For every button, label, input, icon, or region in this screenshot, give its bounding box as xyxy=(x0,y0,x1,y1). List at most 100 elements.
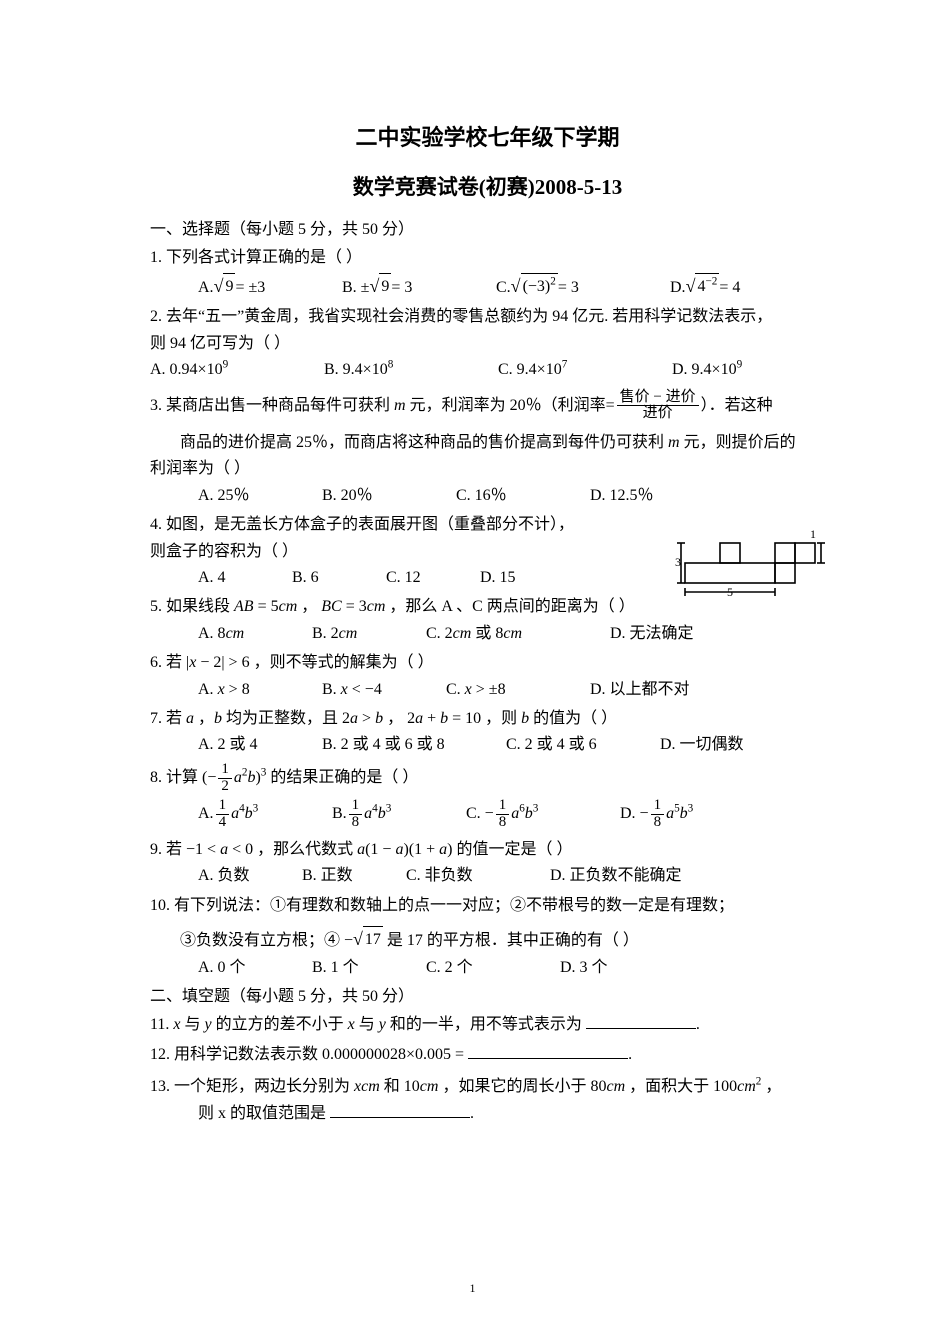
var-m: m xyxy=(394,397,406,414)
radicand: 9 xyxy=(379,273,391,300)
exam-page: 二中实验学校七年级下学期 数学竞赛试卷(初赛)2008-5-13 一、选择题（每… xyxy=(0,0,945,1337)
denominator: 4 xyxy=(216,815,230,831)
q2-options: A. 0.94×109 B. 9.4×108 C. 9.4×107 D. 9.4… xyxy=(150,357,825,383)
q10-opt-a: A. 0 个 xyxy=(198,955,308,981)
q9-options: A. 负数 B. 正数 C. 非负数 D. 正负数不能确定 xyxy=(150,863,825,889)
text: D. xyxy=(670,275,686,301)
text: ， xyxy=(297,598,321,615)
radicand: (−3)2 xyxy=(521,273,558,300)
q6-opt-c: C. x > ±8 xyxy=(446,677,586,703)
question-2: 2. 去年“五一”黄金周，我省实现社会消费的零售总额约为 94 亿元. 若用科学… xyxy=(150,304,825,383)
q10-opt-c: C. 2 个 xyxy=(426,955,556,981)
numerator: 1 xyxy=(496,798,510,815)
numerator: 1 xyxy=(349,798,363,815)
text: = 3 xyxy=(342,598,367,615)
text: ③负数没有立方根；④ − xyxy=(180,932,353,949)
page-title-1: 二中实验学校七年级下学期 xyxy=(150,120,825,156)
net-diagram-icon: 5 3 1 xyxy=(675,518,825,598)
numerator: 售价 − 进价 xyxy=(617,390,699,407)
q8-options: A. 14a4b3 B. 18a4b3 C. −18a6b3 D. −18a5b… xyxy=(150,798,825,831)
question-5: 5. 如果线段 AB = 5cm ， BC = 3cm ，那么 A 、C 两点间… xyxy=(150,594,825,647)
q6-options: A. x > 8 B. x < −4 C. x > ±8 D. 以上都不对 xyxy=(150,677,825,703)
radicand: 4−2 xyxy=(695,273,719,300)
q1-opt-c: C. (−3)2 = 3 xyxy=(496,272,666,302)
q8-opt-d: D. −18a5b3 xyxy=(620,798,693,831)
page-number: 1 xyxy=(470,1279,476,1299)
q13-line2: 则 x 的取值范围是 . xyxy=(150,1101,825,1127)
text: b xyxy=(525,801,533,827)
q2-line1: 2. 去年“五一”黄金周，我省实现社会消费的零售总额约为 94 亿元. 若用科学… xyxy=(150,304,825,330)
q3-opt-c: C. 16％ xyxy=(456,483,586,509)
text: A. xyxy=(198,275,214,301)
text: 商品的进价提高 25％，而商店将这种商品的售价提高到每件仍可获利 xyxy=(180,434,668,451)
q3-opt-d: D. 12.5％ xyxy=(590,483,654,509)
text: 11. x 与 y 的立方的差不小于 x 与 y 和的一半，用不等式表示为 xyxy=(150,1016,586,1033)
var-m: m xyxy=(668,434,680,451)
q4-opt-d: D. 15 xyxy=(480,565,516,591)
text: 元，利润率为 20％（利润率= xyxy=(406,397,615,414)
text: ）．若这种 xyxy=(701,397,773,414)
q3-line2: 商品的进价提高 25％，而商店将这种商品的售价提高到每件仍可获利 m 元，则提价… xyxy=(150,430,825,456)
text: a xyxy=(234,769,242,786)
q9-opt-c: C. 非负数 xyxy=(406,863,546,889)
q1-opt-a: A. 9 = ±3 xyxy=(198,272,338,302)
text: = ±3 xyxy=(235,275,265,301)
q2-opt-c: C. 9.4×107 xyxy=(498,357,668,383)
q6-opt-a: A. x > 8 xyxy=(198,677,318,703)
text: 7. 若 a ，b 均为正整数，且 2a > b ， 2a + b = 10 ，… xyxy=(150,710,617,727)
sqrt-icon: (−3)2 xyxy=(511,272,558,302)
q2-opt-a: A. 0.94×109 xyxy=(150,357,320,383)
blank-line xyxy=(586,1012,696,1029)
q4-opt-b: B. 6 xyxy=(292,565,382,591)
blank-line xyxy=(468,1042,628,1059)
text: a xyxy=(231,801,239,827)
q9-opt-a: A. 负数 xyxy=(198,863,298,889)
blank-line xyxy=(330,1101,470,1118)
dim-3: 3 xyxy=(675,555,681,569)
q6-opt-b: B. x < −4 xyxy=(322,677,442,703)
text: C. xyxy=(496,275,511,301)
text: A. xyxy=(198,801,214,827)
text: 9. 若 −1 < a < 0 ，那么代数式 a(1 − a)(1 + a) 的… xyxy=(150,841,572,858)
text: 5. 如果线段 xyxy=(150,598,234,615)
q5-options: A. 8cm B. 2cm C. 2cm 或 8cm D. 无法确定 xyxy=(150,621,825,647)
text: = 3 xyxy=(558,275,579,301)
text: B. xyxy=(332,801,347,827)
text: b xyxy=(245,801,253,827)
q5-opt-d: D. 无法确定 xyxy=(610,621,694,647)
fraction: 12 xyxy=(218,762,232,795)
section-1-header: 一、选择题（每小题 5 分，共 50 分） xyxy=(150,217,825,243)
numerator: 1 xyxy=(216,798,230,815)
radicand: 9 xyxy=(223,273,235,300)
denominator: 8 xyxy=(651,815,665,831)
question-7: 7. 若 a ，b 均为正整数，且 2a > b ， 2a + b = 10 ，… xyxy=(150,706,825,759)
question-12: 12. 用科学记数法表示数 0.000000028×0.005 = . xyxy=(150,1042,825,1068)
denominator: 8 xyxy=(496,815,510,831)
numerator: 1 xyxy=(651,798,665,815)
q8-opt-c: C. −18a6b3 xyxy=(466,798,616,831)
var-bc: BC xyxy=(321,598,341,615)
q5-opt-b: B. 2cm xyxy=(312,621,422,647)
q6-stem: 6. 若 |x − 2| > 6 ，则不等式的解集为（ ） xyxy=(150,650,825,676)
text: a xyxy=(364,801,372,827)
q5-stem: 5. 如果线段 AB = 5cm ， BC = 3cm ，那么 A 、C 两点间… xyxy=(150,594,825,620)
q1-opt-b: B. ± 9 = 3 xyxy=(342,272,492,302)
q5-opt-a: A. 8cm xyxy=(198,621,308,647)
text: a xyxy=(511,801,519,827)
text: . xyxy=(470,1105,474,1122)
q9-stem: 9. 若 −1 < a < 0 ，那么代数式 a(1 − a)(1 + a) 的… xyxy=(150,837,825,863)
text: C. − xyxy=(466,801,494,827)
text: = 5 xyxy=(254,598,279,615)
q9-opt-d: D. 正负数不能确定 xyxy=(550,863,682,889)
q8-stem: 8. 计算 (−12a2b)3 的结果正确的是（ ） xyxy=(150,762,825,795)
dim-1: 1 xyxy=(810,527,816,541)
sqrt-icon: 17 xyxy=(353,925,383,955)
text: = 3 xyxy=(391,275,412,301)
text: 12. 用科学记数法表示数 0.000000028×0.005 = xyxy=(150,1046,468,1063)
q13-line1: 13. 一个矩形，两边长分别为 xcm 和 10cm ，如果它的周长小于 80c… xyxy=(150,1074,825,1100)
fraction: 14 xyxy=(216,798,230,831)
q2-line2: 则 94 亿可写为（ ） xyxy=(150,331,825,357)
text: B. ± xyxy=(342,275,369,301)
page-title-2: 数学竞赛试卷(初赛)2008-5-13 xyxy=(150,170,825,205)
q8-opt-a: A. 14a4b3 xyxy=(198,798,328,831)
